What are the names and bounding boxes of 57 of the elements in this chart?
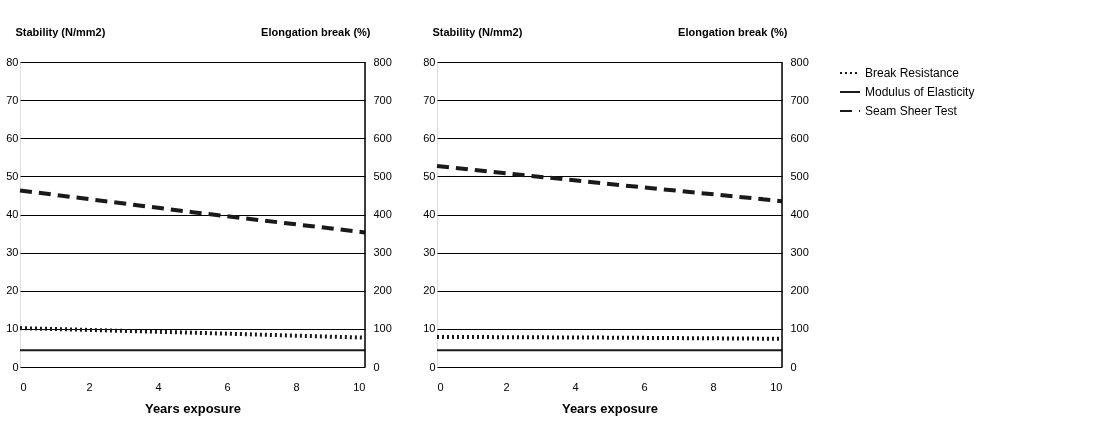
y-tick-label: 50 — [423, 169, 436, 182]
y-tick-label: 10 — [6, 322, 19, 335]
y-tick-label: 60 — [423, 131, 436, 144]
y-tick-label: 40 — [6, 208, 19, 220]
y2-tick-label: 400 — [373, 208, 392, 220]
x-tick-label: 8 — [710, 380, 717, 393]
y-tick-label: 20 — [423, 284, 436, 297]
x-tick-label: 2 — [503, 380, 510, 393]
x-tick-label: 4 — [155, 380, 162, 393]
y-tick-label: 80 — [423, 55, 436, 68]
y-axis-title: Stability (N/mm2) — [432, 25, 523, 38]
y2-tick-label: 300 — [790, 246, 809, 259]
y-tick-label: 80 — [6, 55, 19, 68]
y-tick-label: 20 — [6, 284, 19, 297]
legend-label: Modulus of Elasticity — [865, 85, 975, 99]
x-tick-label: 0 — [20, 380, 27, 393]
x-tick-label: 10 — [770, 380, 783, 393]
x-axis-title: Years exposure — [144, 400, 242, 416]
y-tick-label: 60 — [6, 131, 19, 144]
x-tick-label: 10 — [353, 380, 366, 393]
legend-label: Seam Sheer Test — [865, 104, 958, 118]
y-tick-label: 30 — [423, 246, 436, 259]
y-tick-label: 0 — [12, 360, 19, 373]
y2-tick-label: 300 — [373, 246, 392, 259]
y2-tick-label: 800 — [790, 55, 809, 68]
x-tick-label: 0 — [437, 380, 444, 393]
y-tick-label: 40 — [423, 208, 436, 220]
y2-tick-label: 500 — [790, 169, 809, 182]
y-tick-label: 30 — [6, 246, 19, 259]
legend-label: Break Resistance — [865, 66, 960, 80]
y-tick-label: 10 — [423, 322, 436, 335]
y-tick-label: 50 — [6, 169, 19, 182]
y2-tick-label: 500 — [373, 169, 392, 182]
y2-tick-label: 200 — [373, 284, 392, 297]
y2-tick-label: 700 — [790, 93, 809, 106]
y2-tick-label: 700 — [373, 93, 392, 106]
x-tick-label: 4 — [572, 380, 579, 393]
y-tick-label: 0 — [429, 360, 436, 373]
y2-tick-label: 600 — [790, 131, 809, 144]
y-tick-label: 70 — [6, 93, 19, 106]
x-axis-title: Years exposure — [561, 400, 659, 416]
y2-tick-label: 100 — [790, 322, 809, 335]
y2-tick-label: 600 — [373, 131, 392, 144]
x-tick-label: 8 — [293, 380, 300, 393]
y2-tick-label: 100 — [373, 322, 392, 335]
y-axis-title: Stability (N/mm2) — [15, 25, 106, 38]
y2-axis-title: Elongation break (%) — [678, 25, 788, 38]
x-tick-label: 6 — [641, 380, 648, 393]
y2-tick-label: 0 — [373, 360, 380, 373]
y2-tick-label: 400 — [790, 208, 809, 220]
y2-tick-label: 800 — [373, 55, 392, 68]
x-tick-label: 6 — [224, 380, 231, 393]
y2-tick-label: 0 — [790, 360, 797, 373]
y2-axis-title: Elongation break (%) — [261, 25, 371, 38]
y2-tick-label: 200 — [790, 284, 809, 297]
x-tick-label: 2 — [86, 380, 93, 393]
y-tick-label: 70 — [423, 93, 436, 106]
